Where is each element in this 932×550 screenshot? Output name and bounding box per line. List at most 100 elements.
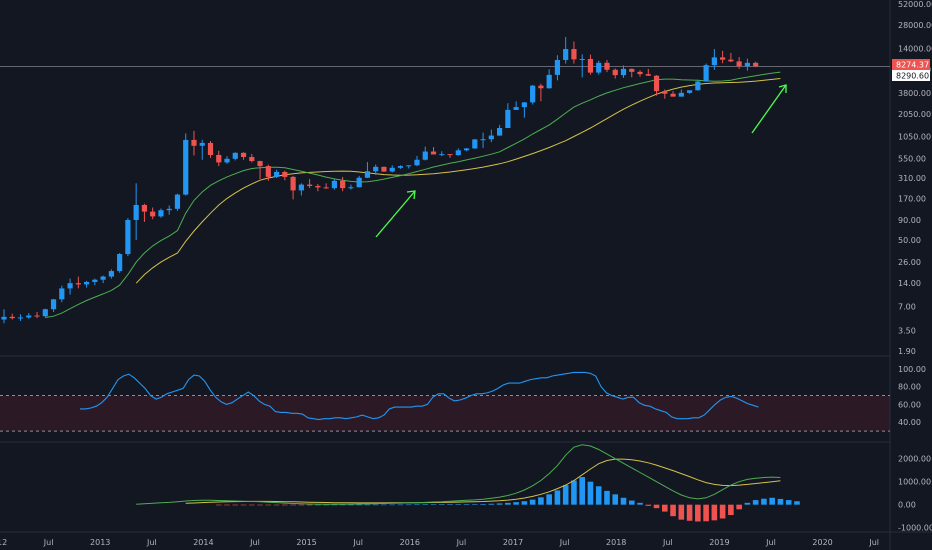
candle[interactable] [356,175,362,188]
candle[interactable] [141,203,148,222]
candle[interactable] [240,152,247,160]
candle[interactable] [513,101,519,110]
candle[interactable] [472,139,478,149]
candle[interactable] [257,160,263,180]
candle[interactable] [554,55,561,81]
candle[interactable] [571,41,577,64]
candle[interactable] [84,280,90,288]
candle[interactable] [422,146,428,161]
candle[interactable] [406,165,412,169]
candle[interactable] [232,152,238,161]
candle[interactable] [744,58,750,71]
candle[interactable] [596,60,602,75]
candle[interactable] [381,166,387,172]
rsi-pane[interactable] [80,371,759,421]
candle[interactable] [728,52,734,63]
candle[interactable] [265,164,271,181]
rsi-axis-tick: 60.00 [898,400,921,409]
candle[interactable] [273,169,280,178]
candle[interactable] [604,59,610,73]
candle[interactable] [50,298,57,312]
candle[interactable] [397,165,404,169]
candle[interactable] [488,129,494,143]
candle[interactable] [75,276,81,289]
candle[interactable] [125,218,131,257]
candle[interactable] [447,154,453,158]
candle[interactable] [670,91,676,97]
candle[interactable] [158,208,164,218]
candle[interactable] [686,90,693,94]
candle[interactable] [563,36,569,64]
candle[interactable] [620,65,627,78]
price-pane[interactable] [1,36,781,324]
candle[interactable] [207,141,214,158]
candle[interactable] [307,179,313,189]
candle[interactable] [150,207,156,220]
candle[interactable] [720,50,726,64]
candle-body [265,166,271,177]
candle[interactable] [26,313,32,319]
candle[interactable] [216,150,222,167]
candle[interactable] [546,69,552,89]
candle[interactable] [364,162,371,178]
candle[interactable] [480,132,486,148]
candle[interactable] [373,164,379,175]
candle[interactable] [174,193,181,211]
candle[interactable] [348,184,354,190]
candle[interactable] [497,124,503,136]
candle[interactable] [331,179,337,190]
candle[interactable] [389,165,395,173]
candle[interactable] [612,68,618,79]
candle[interactable] [323,183,329,189]
candle[interactable] [191,130,197,156]
candle[interactable] [678,89,684,97]
candle[interactable] [340,176,346,192]
candle[interactable] [538,83,544,102]
candle[interactable] [753,61,759,68]
candle[interactable] [587,54,594,75]
candle-body [356,177,362,188]
candle[interactable] [100,275,106,284]
candle[interactable] [736,57,742,69]
candle[interactable] [17,314,24,321]
candle[interactable] [521,102,527,118]
candle[interactable] [117,253,123,273]
macd-pane[interactable] [136,444,800,522]
candle[interactable] [133,183,139,240]
candle[interactable] [199,139,205,160]
candle[interactable] [282,170,288,181]
candle[interactable] [645,68,651,76]
candle[interactable] [653,75,660,96]
candle[interactable] [439,151,445,157]
candle[interactable] [249,153,255,163]
candle[interactable] [463,147,470,152]
macd-histogram-bar [364,504,371,506]
candle[interactable] [530,84,536,105]
candle[interactable] [224,156,230,164]
candle[interactable] [166,205,172,215]
candle[interactable] [1,309,7,324]
candle[interactable] [67,278,73,295]
candle[interactable] [183,133,189,196]
candle[interactable] [662,89,668,99]
candle[interactable] [34,311,40,319]
candle[interactable] [629,68,635,78]
candle[interactable] [703,63,709,82]
candle[interactable] [290,175,296,200]
candle[interactable] [505,103,511,129]
candle[interactable] [579,54,585,78]
candle[interactable] [414,155,420,167]
candle[interactable] [298,183,304,196]
candle[interactable] [695,79,701,91]
candle[interactable] [9,313,15,320]
candle[interactable] [42,308,48,318]
candle[interactable] [59,285,65,303]
candle[interactable] [108,269,114,279]
candle[interactable] [92,278,98,286]
candle[interactable] [430,147,437,155]
candle[interactable] [315,183,321,192]
candle[interactable] [711,49,717,70]
candle[interactable] [637,70,643,77]
candle[interactable] [455,148,461,156]
